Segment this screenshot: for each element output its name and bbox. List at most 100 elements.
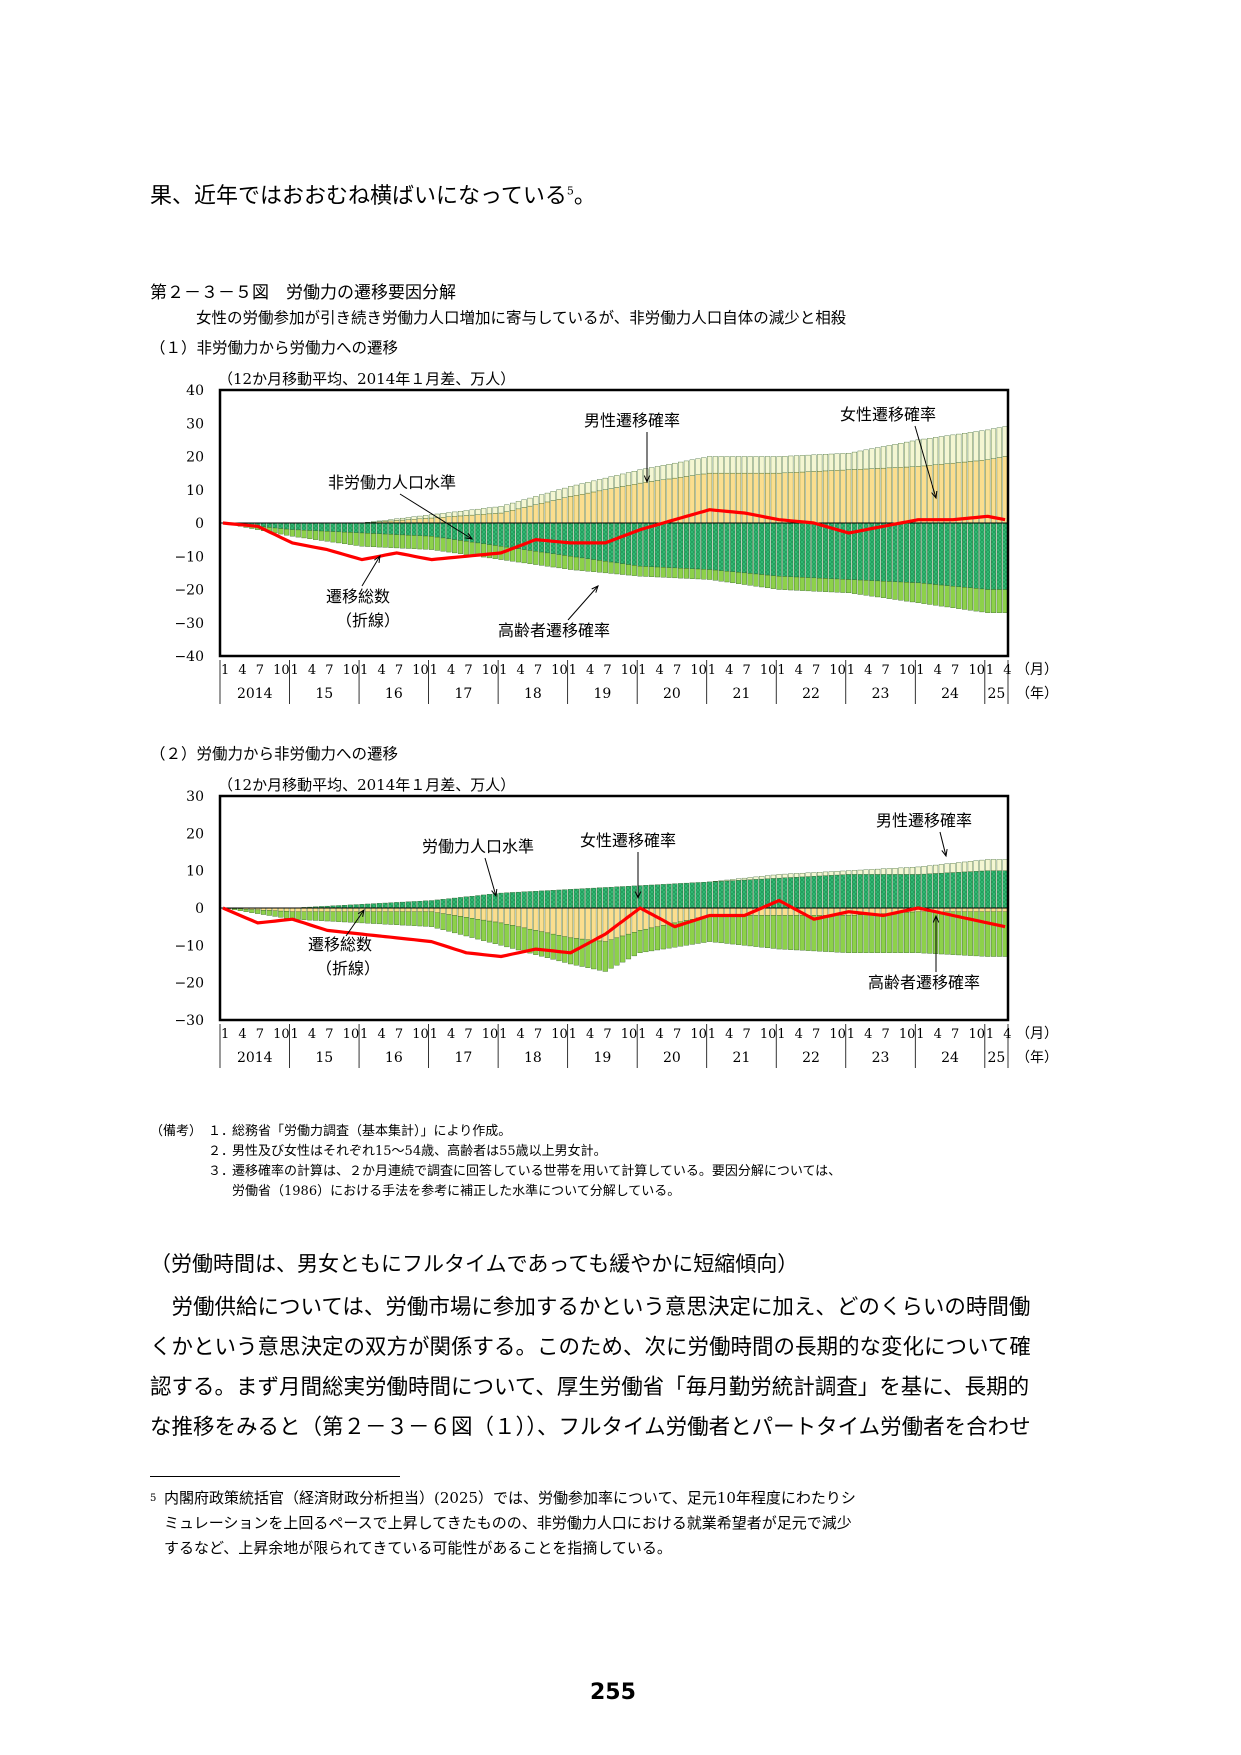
x-month-tick: 10 bbox=[551, 1027, 568, 1042]
footnote-rule bbox=[150, 1476, 400, 1477]
annotation-total2: （折線） bbox=[336, 611, 400, 630]
bar-male bbox=[486, 507, 492, 515]
bar-level-hatch bbox=[672, 523, 678, 568]
bar-male bbox=[492, 506, 498, 514]
bar-level-hatch bbox=[376, 523, 382, 534]
bar-male bbox=[961, 861, 968, 873]
bar-female bbox=[979, 907, 985, 912]
bar-level-hatch bbox=[400, 902, 405, 908]
x-month-tick: 4 bbox=[308, 1027, 316, 1042]
bar-female bbox=[961, 461, 968, 524]
bar-male bbox=[730, 879, 736, 881]
bar-male bbox=[927, 865, 933, 874]
bar-male bbox=[811, 872, 817, 877]
annotation-total2: （折線） bbox=[316, 959, 380, 978]
notes: （備考） １． 総務省「労働力調査（基本集計）」により作成。 ２． 男性及び女性はそれ… bbox=[150, 1122, 1092, 1202]
bar-level-hatch bbox=[684, 883, 689, 908]
bar-female bbox=[411, 907, 417, 912]
bar-female bbox=[527, 907, 533, 930]
bar-level-hatch bbox=[782, 523, 788, 577]
arrow-head bbox=[465, 533, 474, 540]
bar-male bbox=[938, 436, 944, 465]
bar-level-hatch bbox=[718, 881, 724, 908]
bar-male bbox=[515, 501, 521, 510]
bar-elderly bbox=[666, 924, 672, 949]
bar-elderly bbox=[846, 579, 852, 594]
bar-male bbox=[678, 461, 684, 478]
note-text: 総務省「労働力調査（基本集計）」により作成。 bbox=[232, 1124, 512, 1139]
bar-level-hatch bbox=[730, 880, 736, 908]
bar-male bbox=[614, 475, 620, 488]
x-month-tick: 4 bbox=[377, 663, 385, 678]
bar-elderly bbox=[921, 911, 927, 954]
bar-level-hatch bbox=[440, 899, 446, 908]
bar-elderly bbox=[440, 537, 446, 552]
bar-level-hatch bbox=[736, 523, 741, 573]
bar-female bbox=[904, 466, 910, 524]
bar-male bbox=[764, 875, 771, 879]
bar-level-hatch bbox=[591, 888, 597, 908]
x-month-tick: 4 bbox=[308, 663, 316, 678]
x-month-tick: 7 bbox=[534, 663, 542, 678]
bar-level-hatch bbox=[956, 872, 962, 908]
annotation-level: 非労働力人口水準 bbox=[328, 473, 456, 492]
plot-frame bbox=[218, 388, 1010, 658]
bar-female bbox=[562, 907, 568, 937]
bar-elderly bbox=[434, 912, 440, 929]
bar-female bbox=[990, 907, 997, 912]
bar-level-hatch bbox=[910, 523, 915, 583]
bar-elderly bbox=[278, 528, 284, 535]
bar-level-hatch bbox=[516, 892, 521, 908]
bar-female bbox=[515, 508, 521, 524]
y-tick-label: 0 bbox=[195, 516, 204, 532]
bar-level-hatch bbox=[950, 872, 956, 908]
bar-female bbox=[539, 503, 545, 524]
x-month-tick: 1 bbox=[986, 1027, 994, 1042]
bar-level-hatch bbox=[620, 886, 626, 908]
bar-elderly bbox=[701, 569, 707, 580]
bar-elderly bbox=[388, 911, 394, 925]
bar-male bbox=[741, 877, 747, 881]
arrow-head bbox=[634, 891, 642, 900]
bar-elderly bbox=[481, 543, 487, 558]
bar-level-hatch bbox=[295, 523, 301, 530]
bar-elderly bbox=[915, 582, 921, 603]
bar-male bbox=[562, 487, 568, 498]
bar-level-hatch bbox=[382, 903, 388, 908]
x-month-tick: 1 bbox=[499, 1027, 507, 1042]
x-month-tick: 7 bbox=[395, 1027, 403, 1042]
bar-female bbox=[614, 487, 620, 524]
x-year-label: 15 bbox=[315, 1050, 333, 1066]
bar-level-hatch bbox=[423, 900, 429, 908]
bar-level-hatch bbox=[649, 523, 655, 567]
x-month-tick: 10 bbox=[829, 1027, 846, 1042]
bar-level-hatch bbox=[776, 878, 782, 908]
bar-female bbox=[423, 518, 429, 524]
bar-level-hatch bbox=[400, 523, 405, 535]
bar-elderly bbox=[388, 534, 394, 548]
bar-female bbox=[510, 510, 516, 524]
x-month-tick: 1 bbox=[569, 1027, 577, 1042]
bar-female bbox=[550, 500, 556, 524]
bar-male bbox=[411, 516, 417, 520]
bar-female bbox=[481, 514, 487, 524]
bar-elderly bbox=[307, 530, 313, 539]
bar-female bbox=[544, 907, 550, 934]
bar-male bbox=[388, 519, 394, 522]
bar-male bbox=[828, 871, 834, 876]
total-line bbox=[222, 898, 1006, 959]
bar-level-hatch bbox=[817, 523, 823, 579]
bar-level-hatch bbox=[626, 523, 631, 565]
note-text: 労働省（1986）における手法を参考に補正した水準について分解している。 bbox=[232, 1184, 681, 1199]
bar-elderly bbox=[869, 580, 875, 597]
x-month-tick: 4 bbox=[586, 663, 594, 678]
x-year-label: 24 bbox=[941, 686, 959, 702]
bar-elderly bbox=[938, 911, 944, 955]
bar-female bbox=[979, 460, 985, 524]
x-month-tick: 7 bbox=[673, 1027, 681, 1042]
bar-level-hatch bbox=[875, 523, 881, 581]
bar-female bbox=[672, 477, 678, 524]
bar-level-hatch bbox=[840, 874, 846, 908]
x-month-tick: 10 bbox=[968, 1027, 985, 1042]
y-tick-label: 20 bbox=[186, 450, 204, 466]
